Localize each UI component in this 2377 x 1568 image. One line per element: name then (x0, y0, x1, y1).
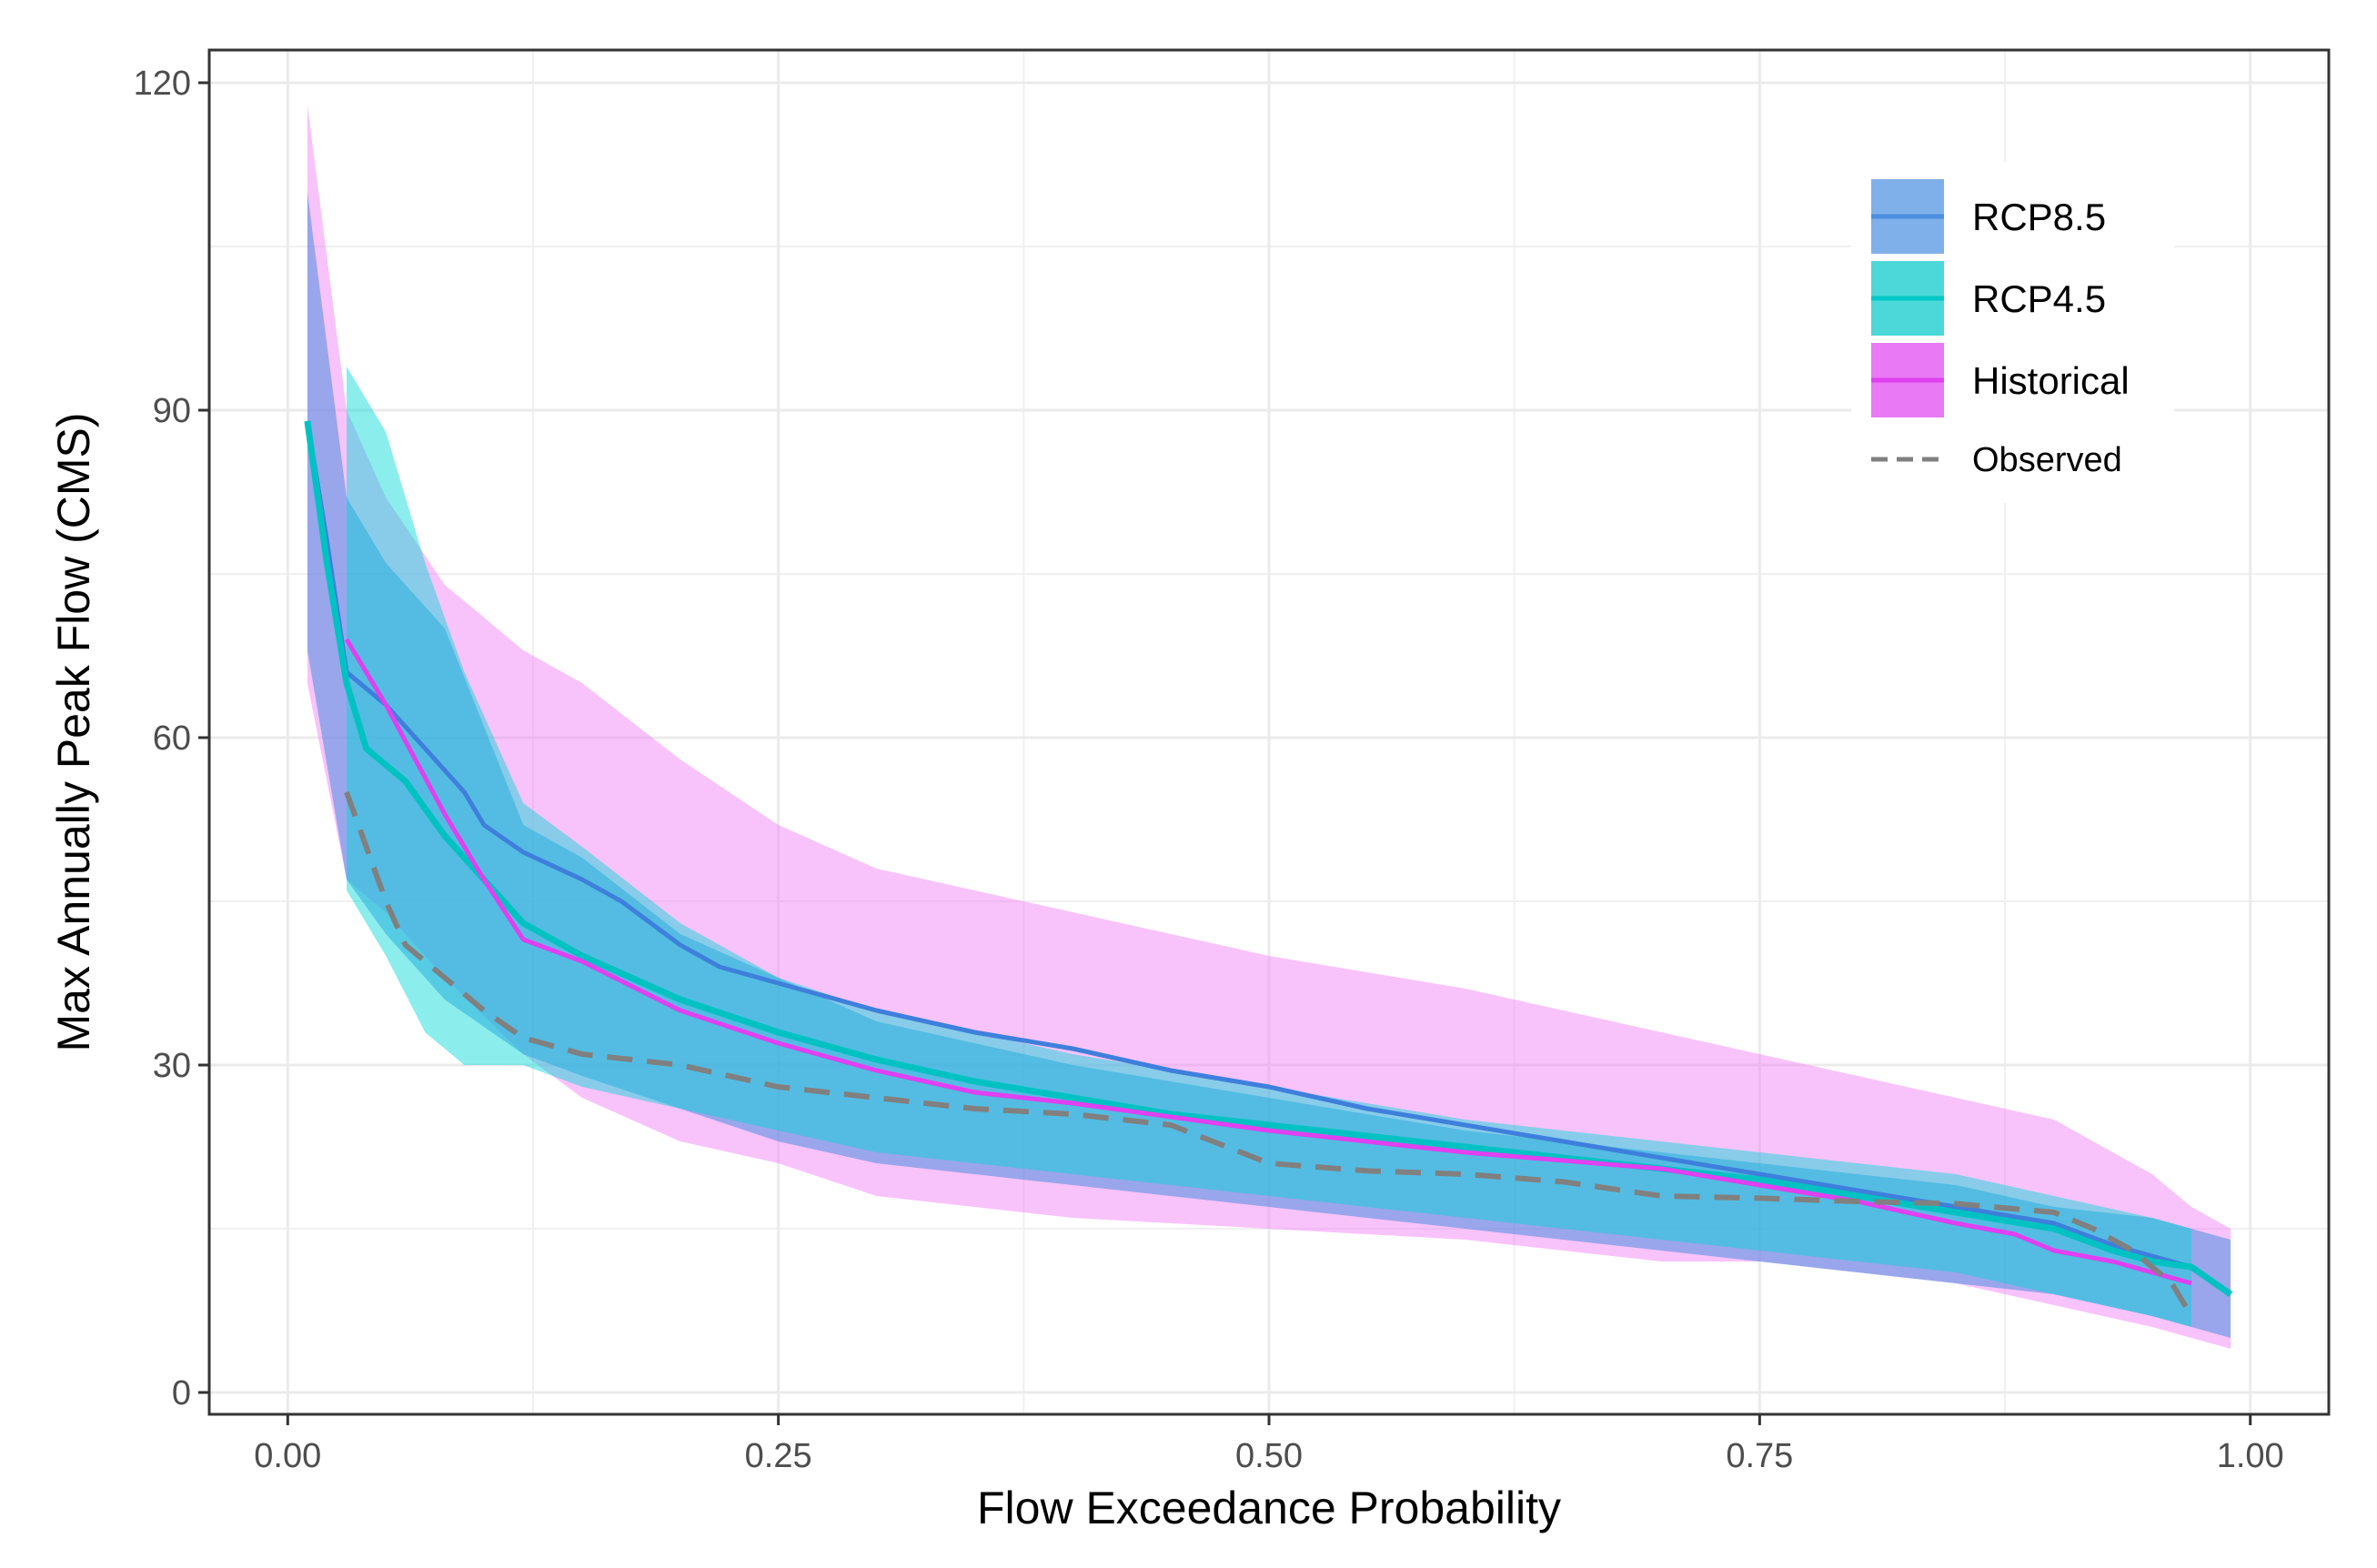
legend-label-observed: Observed (1972, 441, 2122, 479)
y-tick-label: 90 (153, 392, 191, 430)
x-tick-label: 0.50 (1235, 1437, 1303, 1475)
legend-label-rcp85: RCP8.5 (1972, 196, 2106, 238)
y-tick-label: 0 (172, 1374, 191, 1412)
y-tick-label: 60 (153, 719, 191, 758)
line-observed (344, 790, 2194, 1318)
y-tick-label: 120 (134, 65, 191, 103)
ribbon-rcp4-5 (347, 367, 2191, 1327)
x-tick-label: 1.00 (2217, 1437, 2284, 1475)
x-tick-label: 0.25 (745, 1437, 812, 1475)
x-tick-label: 0.00 (254, 1437, 321, 1475)
line-rcp4-5-median (304, 420, 2233, 1297)
x-tick-label: 0.75 (1726, 1437, 1793, 1475)
ribbon-rcp8-5 (307, 192, 2231, 1338)
x-axis-title: Flow Exceedance Probability (977, 1483, 1561, 1533)
line-historical-median (344, 638, 2192, 1286)
legend-label-rcp45: RCP4.5 (1972, 277, 2106, 320)
axes: 0 30 60 90 120 0.00 0.25 0.50 0.75 1.00 (134, 65, 2284, 1475)
y-tick-label: 30 (153, 1047, 191, 1085)
legend-label-historical: Historical (1972, 359, 2130, 402)
legend: RCP8.5 RCP4.5 Historical Observed (1851, 162, 2174, 503)
line-rcp8-5-median (305, 420, 2232, 1297)
median-lines (304, 420, 2233, 1318)
y-axis-title: Max Annually Peak Flow (CMS) (48, 412, 99, 1051)
